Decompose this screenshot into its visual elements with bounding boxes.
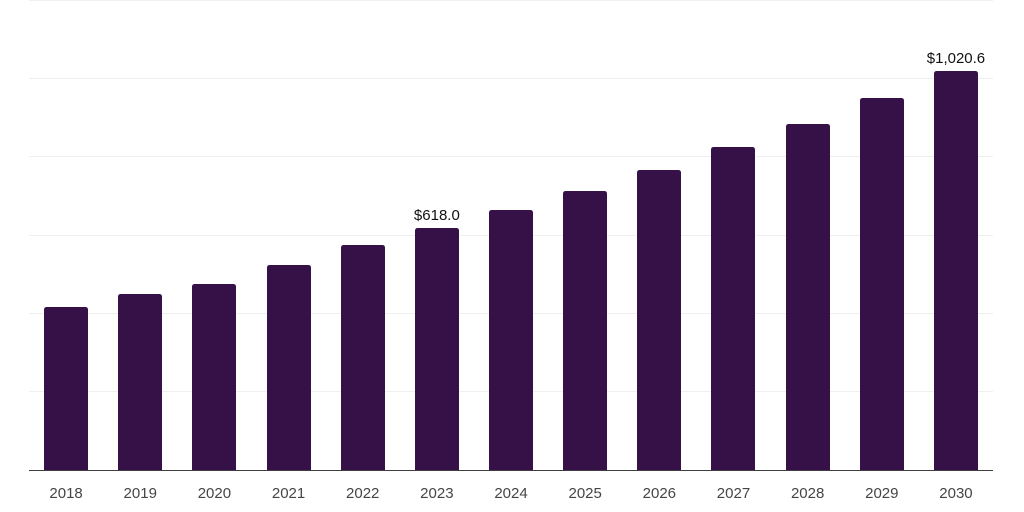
bar-cell-2019 (103, 1, 177, 470)
x-tick-label-2027: 2027 (716, 485, 751, 502)
bar-cell-2027 (696, 1, 770, 470)
x-axis-tick-labels: 2018 2019 2020 2021 2022 2023 2024 2025 2026 2027… (29, 485, 993, 503)
bar-2030 (933, 70, 978, 470)
bar-2020 (192, 284, 237, 470)
bar-cell-2024 (474, 1, 548, 470)
bar-cell-2021 (251, 1, 325, 470)
x-tick-label-2018: 2018 (49, 485, 83, 502)
x-tick-label-2029: 2029 (865, 485, 899, 502)
bar-2022 (340, 244, 385, 470)
bar-cell-2030: $1,020.6 (919, 1, 993, 470)
gridline (29, 0, 993, 1)
bar-2026 (637, 169, 682, 470)
bar-2028 (785, 123, 830, 470)
bar-2023 (414, 227, 459, 470)
bar-cell-2022 (326, 1, 400, 470)
bar-2027 (711, 147, 756, 470)
x-tick-label-2022: 2022 (346, 485, 380, 502)
x-tick-label-2023: 2023 (420, 485, 454, 502)
bars-row: $618.0 $1,020.6 (29, 1, 993, 470)
bar-cell-2018 (29, 1, 103, 470)
bar-cell-2028 (771, 1, 845, 470)
bar-cell-2026 (622, 1, 696, 470)
x-tick-label-2028: 2028 (790, 485, 825, 502)
data-label-2023: $618.0 (413, 206, 460, 224)
gridline (29, 156, 993, 158)
bar-2029 (859, 97, 904, 470)
plot-area: $618.0 $1,020.6 (29, 0, 993, 470)
bar-2021 (266, 265, 311, 470)
bar-cell-2025 (548, 1, 622, 470)
data-label-2030: $1,020.6 (926, 49, 986, 67)
bar-2018 (44, 306, 89, 470)
x-tick-label-2019: 2019 (123, 485, 157, 502)
x-tick-label-2024: 2024 (494, 485, 528, 502)
x-tick-label-2026: 2026 (642, 485, 677, 502)
bar-2024 (489, 210, 534, 470)
bar-cell-2029 (845, 1, 919, 470)
bar-cell-2023: $618.0 (400, 1, 474, 470)
x-tick-label-2020: 2020 (197, 485, 232, 502)
bar-cell-2020 (177, 1, 251, 470)
x-tick-label-2025: 2025 (568, 485, 602, 502)
x-tick-label-2030: 2030 (939, 485, 973, 502)
x-axis-line (29, 469, 993, 471)
bar-2025 (563, 190, 608, 470)
gridline (29, 78, 993, 80)
x-tick-label-2021: 2021 (271, 485, 306, 502)
bar-2019 (118, 294, 163, 470)
